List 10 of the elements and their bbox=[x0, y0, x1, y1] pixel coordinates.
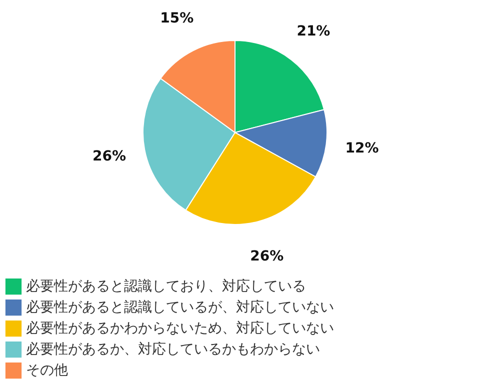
legend-label: 必要性があるかわからないため、対応していない bbox=[26, 320, 334, 336]
data-label: 12% bbox=[345, 140, 379, 157]
data-label: 26% bbox=[250, 248, 284, 264]
data-label: 15% bbox=[160, 10, 194, 26]
data-label: 21% bbox=[296, 23, 330, 40]
legend-label: 必要性があると認識しているが、対応していない bbox=[26, 300, 334, 316]
data-label: 26% bbox=[92, 148, 126, 164]
legend-label: 必要性があるか、対応しているかもわからない bbox=[26, 342, 320, 358]
legend-label: 必要性があると認識しており、対応している bbox=[26, 278, 306, 294]
legend-label: その他 bbox=[26, 362, 68, 378]
